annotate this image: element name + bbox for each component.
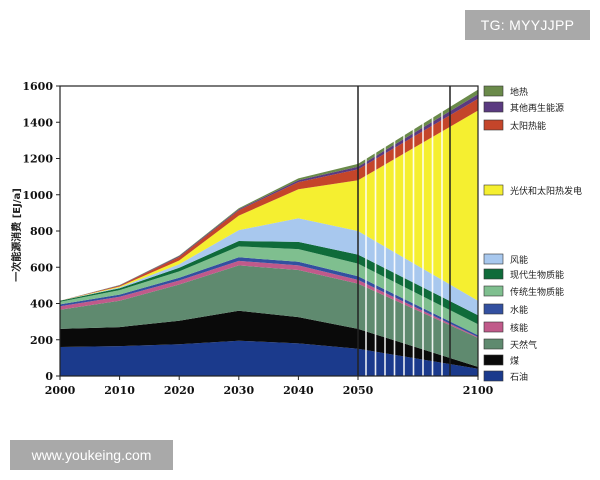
highlight-period [357, 85, 451, 376]
legend-swatch [483, 370, 504, 382]
legend-swatch [483, 268, 504, 280]
watermark-top: TG: MYYJJPP [465, 10, 590, 40]
legend-label: 现代生物质能 [510, 269, 564, 281]
y-tick-label: 600 [30, 261, 53, 274]
y-tick-label: 1000 [22, 189, 53, 202]
legend-swatch [483, 253, 504, 265]
x-tick-label: 2050 [343, 384, 374, 397]
legend-swatch [483, 321, 504, 333]
legend-label: 天然气 [510, 339, 537, 351]
legend-label: 地热 [510, 86, 528, 98]
legend-label: 风能 [510, 254, 528, 266]
y-axis-title: 一次能源消费 [EJ/a] [10, 188, 23, 282]
legend-swatch [483, 354, 504, 366]
legend: 地热其他再生能源太阳热能光伏和太阳热发电风能现代生物质能传统生物质能水能核能天然… [483, 85, 582, 383]
legend-label: 传统生物质能 [510, 286, 564, 298]
axes: 0 200 400 600 800 1000 1200 1400 1600 2000 2010 202… [22, 80, 493, 397]
y-tick-label: 800 [30, 225, 53, 238]
x-tick-label: 2000 [45, 384, 76, 397]
x-tick-label: 2030 [223, 384, 254, 397]
y-tick-label: 0 [45, 370, 53, 383]
legend-swatch [483, 184, 504, 196]
area-太阳热能 [60, 98, 478, 301]
legend-swatch [483, 338, 504, 350]
y-tick-label: 200 [30, 334, 53, 347]
watermark-bottom: www.youkeing.com [10, 440, 173, 470]
area-煤 [60, 310, 478, 369]
legend-swatch [483, 285, 504, 297]
legend-swatch [483, 101, 504, 113]
legend-label: 太阳热能 [510, 120, 546, 132]
legend-label: 水能 [510, 304, 528, 316]
legend-swatch [483, 119, 504, 131]
y-tick-label: 1400 [22, 116, 53, 129]
x-tick-label: 2100 [463, 384, 494, 397]
legend-swatch [483, 303, 504, 315]
legend-label: 核能 [510, 322, 528, 334]
legend-label: 光伏和太阳热发电 [510, 185, 582, 197]
area-光伏和太阳热发电 [60, 110, 478, 301]
area-石油 [60, 340, 478, 376]
y-tick-label: 400 [30, 298, 53, 311]
y-tick-label: 1600 [22, 80, 53, 93]
legend-label: 石油 [510, 371, 528, 383]
area-天然气 [60, 265, 478, 367]
y-tick-label: 1200 [22, 153, 53, 166]
legend-swatch [483, 85, 504, 97]
area-风能 [60, 218, 478, 316]
x-tick-label: 2020 [164, 384, 195, 397]
legend-label: 其他再生能源 [510, 102, 564, 114]
x-tick-label: 2010 [104, 384, 135, 397]
legend-label: 煤 [510, 355, 519, 367]
x-tick-label: 2040 [283, 384, 314, 397]
